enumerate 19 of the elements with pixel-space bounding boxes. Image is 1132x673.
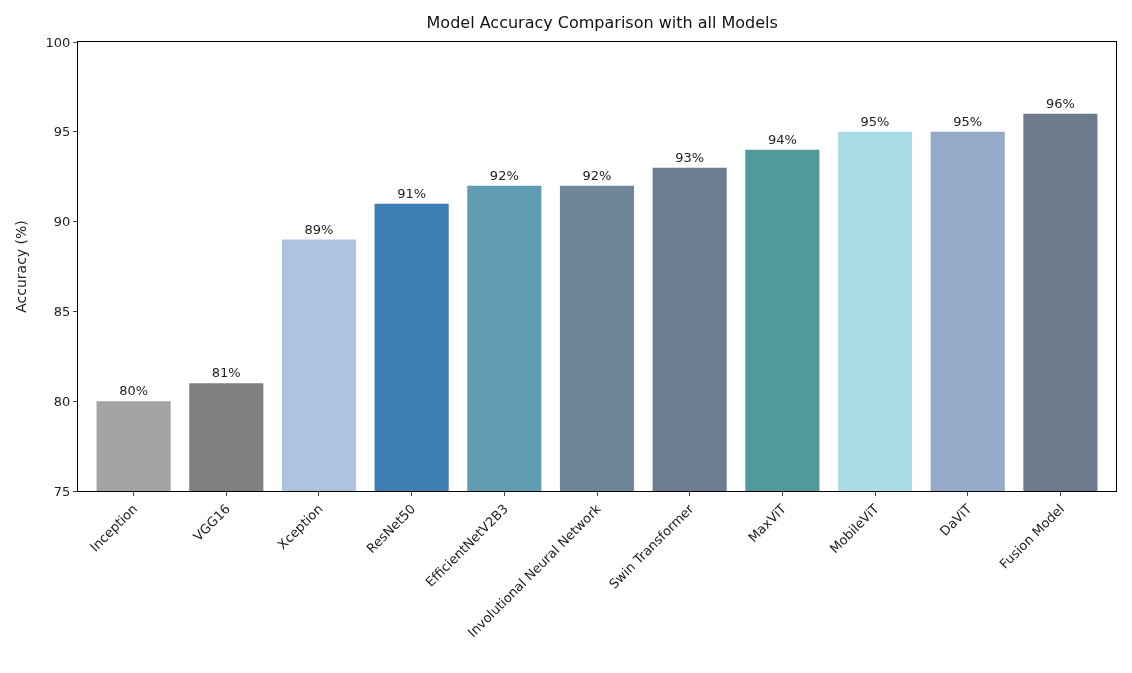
data-label: 80% — [119, 383, 149, 399]
y-tick-label: 95 — [53, 124, 71, 140]
data-label: 81% — [211, 365, 241, 381]
data-label: 94% — [767, 131, 797, 147]
chart-title: Model Accuracy Comparison with all Models — [426, 13, 778, 33]
y-tick-label: 100 — [45, 34, 71, 50]
y-tick-label: 75 — [53, 483, 71, 499]
data-label: 96% — [1045, 95, 1075, 111]
y-tick-label: 80 — [53, 393, 71, 409]
y-tick-label: 85 — [53, 303, 71, 319]
data-label: 93% — [675, 149, 705, 165]
data-label: 95% — [953, 113, 983, 129]
data-label: 95% — [860, 113, 890, 129]
data-label: 89% — [304, 221, 334, 237]
y-tick-label: 90 — [53, 214, 71, 230]
data-label: 91% — [397, 185, 427, 201]
y-axis-title: Accuracy (%) — [13, 220, 30, 313]
data-label: 92% — [582, 167, 612, 183]
data-label: 92% — [489, 167, 519, 183]
